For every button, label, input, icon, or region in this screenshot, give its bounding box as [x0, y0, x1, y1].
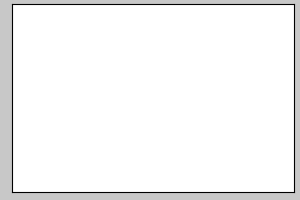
- Y-axis label: Concentration(ng/mL): Concentration(ng/mL): [21, 32, 31, 140]
- X-axis label: Optical Density: Optical Density: [128, 172, 202, 182]
